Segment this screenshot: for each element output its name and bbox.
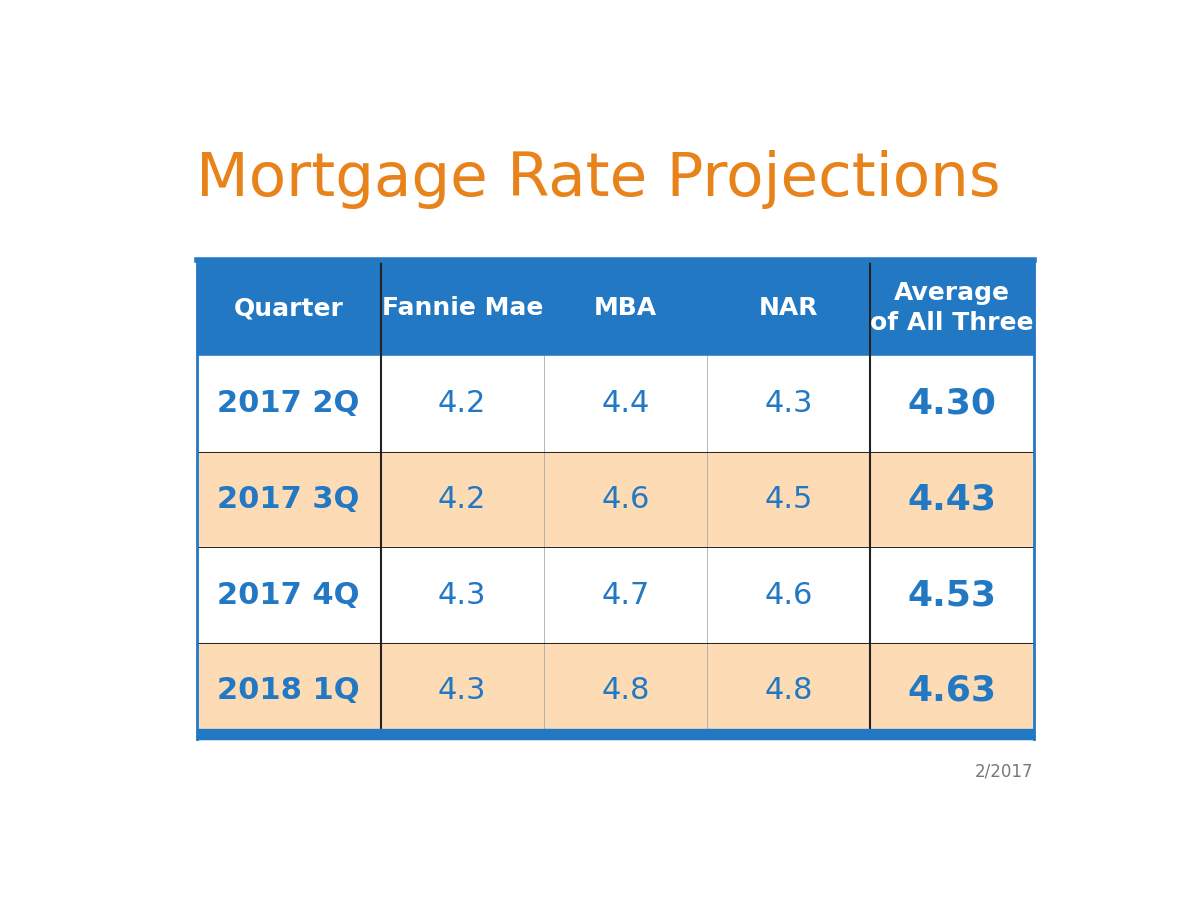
Text: 4.53: 4.53	[907, 578, 996, 612]
Text: 4.7: 4.7	[601, 580, 649, 609]
Text: 2017 2Q: 2017 2Q	[217, 390, 360, 418]
Text: 4.4: 4.4	[601, 390, 649, 418]
Text: 4.5: 4.5	[764, 485, 812, 514]
Text: 4.6: 4.6	[764, 580, 812, 609]
Text: 4.30: 4.30	[907, 387, 996, 421]
Text: 4.2: 4.2	[438, 485, 486, 514]
Text: 4.3: 4.3	[764, 390, 812, 418]
Text: 2018 1Q: 2018 1Q	[217, 676, 360, 706]
Text: 2017 3Q: 2017 3Q	[217, 485, 360, 514]
Text: Fannie Mae: Fannie Mae	[382, 296, 542, 320]
Text: 4.3: 4.3	[438, 676, 486, 706]
Text: 4.6: 4.6	[601, 485, 649, 514]
Text: 2/2017: 2/2017	[974, 762, 1033, 780]
Bar	[197, 729, 1033, 739]
Text: 4.8: 4.8	[764, 676, 812, 706]
Text: 4.63: 4.63	[907, 674, 996, 707]
Text: 4.3: 4.3	[438, 580, 486, 609]
Text: Average
of All Three: Average of All Three	[870, 282, 1033, 335]
Text: Mortgage Rate Projections: Mortgage Rate Projections	[197, 149, 1001, 209]
Text: NAR: NAR	[758, 296, 818, 320]
Text: 4.8: 4.8	[601, 676, 649, 706]
Text: MBA: MBA	[594, 296, 658, 320]
Text: 2017 4Q: 2017 4Q	[217, 580, 360, 609]
Text: 4.2: 4.2	[438, 390, 486, 418]
Text: 4.43: 4.43	[907, 482, 996, 517]
Text: Quarter: Quarter	[234, 296, 343, 320]
